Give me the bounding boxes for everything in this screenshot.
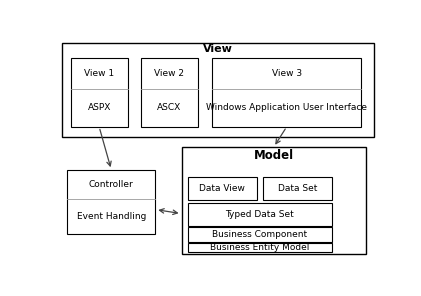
Bar bbox=[188, 177, 256, 200]
Bar bbox=[263, 177, 332, 200]
Bar bbox=[181, 147, 366, 254]
Text: ASCX: ASCX bbox=[157, 103, 181, 112]
Text: Windows Application User Interface: Windows Application User Interface bbox=[206, 103, 367, 112]
Bar bbox=[62, 44, 374, 137]
Text: Data View: Data View bbox=[200, 184, 245, 193]
Text: View 2: View 2 bbox=[154, 69, 184, 78]
Text: ASPX: ASPX bbox=[88, 103, 111, 112]
Text: View: View bbox=[203, 44, 233, 54]
Text: View 1: View 1 bbox=[84, 69, 114, 78]
Text: Business Component: Business Component bbox=[212, 230, 307, 239]
Text: Model: Model bbox=[253, 149, 294, 162]
Text: Controller: Controller bbox=[89, 180, 134, 189]
Bar bbox=[67, 170, 155, 234]
Text: View 3: View 3 bbox=[272, 69, 302, 78]
Text: Data Set: Data Set bbox=[277, 184, 317, 193]
Bar bbox=[71, 58, 128, 127]
Bar bbox=[213, 58, 361, 127]
Bar bbox=[188, 203, 332, 226]
Bar bbox=[141, 58, 198, 127]
Text: Business Entity Model: Business Entity Model bbox=[210, 243, 309, 252]
Bar bbox=[188, 243, 332, 252]
Text: Event Handling: Event Handling bbox=[77, 212, 146, 221]
Bar bbox=[188, 227, 332, 242]
Text: Typed Data Set: Typed Data Set bbox=[225, 210, 294, 219]
